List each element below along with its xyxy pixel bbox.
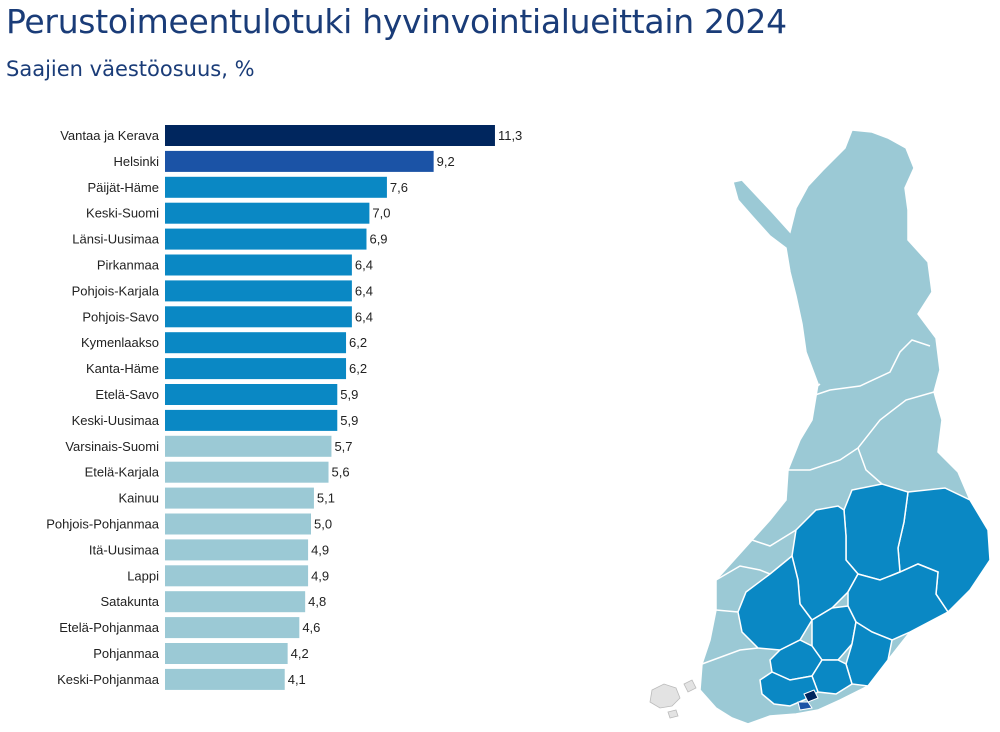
category-label: Itä-Uusimaa xyxy=(89,542,160,557)
value-label: 5,7 xyxy=(334,439,352,454)
value-label: 5,9 xyxy=(340,387,358,402)
bar xyxy=(165,513,311,535)
category-label: Etelä-Karjala xyxy=(85,465,160,480)
bar xyxy=(165,384,338,405)
value-label: 4,8 xyxy=(308,594,326,609)
finland-region-map xyxy=(649,129,991,725)
category-label: Päijät-Häme xyxy=(87,180,159,195)
bar xyxy=(165,617,300,639)
page-title: Perustoimeentulotuki hyvinvointialueitta… xyxy=(6,2,787,41)
bar xyxy=(165,668,285,690)
bar xyxy=(165,539,309,561)
bar xyxy=(165,150,434,172)
value-label: 4,6 xyxy=(302,620,320,635)
bar xyxy=(165,435,332,457)
category-label: Lappi xyxy=(127,568,159,583)
category-label: Keski-Suomi xyxy=(86,206,159,221)
value-label: 9,2 xyxy=(437,154,455,169)
category-label: Pohjois-Savo xyxy=(82,309,159,324)
category-label: Etelä-Pohjanmaa xyxy=(59,620,159,635)
bar xyxy=(165,125,495,146)
map-region-borders xyxy=(701,339,935,665)
map-aland-islands xyxy=(649,679,697,719)
value-label: 5,0 xyxy=(314,517,332,532)
value-label: 6,2 xyxy=(349,335,367,350)
value-label: 6,4 xyxy=(355,283,373,298)
map-region-kymenlaakso xyxy=(845,620,893,687)
category-label: Varsinais-Suomi xyxy=(65,439,159,454)
value-label: 7,0 xyxy=(372,206,390,221)
chart-subtitle: Saajien väestöosuus, % xyxy=(6,57,255,81)
value-label: 6,9 xyxy=(369,232,387,247)
category-label: Helsinki xyxy=(113,154,159,169)
value-label: 4,9 xyxy=(311,542,329,557)
value-label: 7,6 xyxy=(390,180,408,195)
bar xyxy=(165,228,367,250)
map-region-keski-uusimaa xyxy=(811,659,853,695)
value-label: 5,9 xyxy=(340,413,358,428)
category-label: Kanta-Häme xyxy=(86,361,159,376)
category-label: Pohjois-Karjala xyxy=(72,283,160,298)
bar xyxy=(165,565,309,587)
category-label: Pirkanmaa xyxy=(97,258,160,273)
value-label: 5,6 xyxy=(332,465,350,480)
bar xyxy=(165,487,314,509)
map-region-pirkanmaa xyxy=(737,554,813,651)
value-label: 4,9 xyxy=(311,568,329,583)
value-label: 5,1 xyxy=(317,491,335,506)
category-label: Pohjois-Pohjanmaa xyxy=(46,517,160,532)
map-region-pohjois-savo xyxy=(843,483,909,581)
category-label: Kymenlaakso xyxy=(81,335,159,350)
category-label: Länsi-Uusimaa xyxy=(72,232,159,247)
map-region-helsinki xyxy=(797,701,813,711)
category-label: Kainuu xyxy=(119,491,159,506)
category-label: Etelä-Savo xyxy=(95,387,159,402)
bar xyxy=(165,332,347,354)
category-label: Vantaa ja Kerava xyxy=(60,128,160,143)
value-label: 6,4 xyxy=(355,258,373,273)
bar xyxy=(165,591,306,613)
bar xyxy=(165,254,352,276)
category-label: Keski-Pohjanmaa xyxy=(57,672,160,687)
bar-chart: Vantaa ja Kerava 11,3 Helsinki 9,2 Päijät-Hä… xyxy=(46,125,522,690)
bar xyxy=(165,358,347,380)
bar xyxy=(165,306,352,328)
bar xyxy=(165,176,387,198)
category-label: Satakunta xyxy=(100,594,159,609)
category-label: Pohjanmaa xyxy=(93,646,160,661)
map-region-vantaa-kerava xyxy=(803,689,819,703)
bar xyxy=(165,643,288,664)
value-label: 6,2 xyxy=(349,361,367,376)
bar xyxy=(165,202,370,224)
category-label: Keski-Uusimaa xyxy=(72,413,160,428)
value-label: 11,3 xyxy=(498,128,522,143)
bar xyxy=(165,409,338,431)
bar xyxy=(165,280,352,302)
bar xyxy=(165,461,329,483)
value-label: 6,4 xyxy=(355,309,373,324)
value-label: 4,2 xyxy=(291,646,309,661)
value-label: 4,1 xyxy=(288,672,306,687)
